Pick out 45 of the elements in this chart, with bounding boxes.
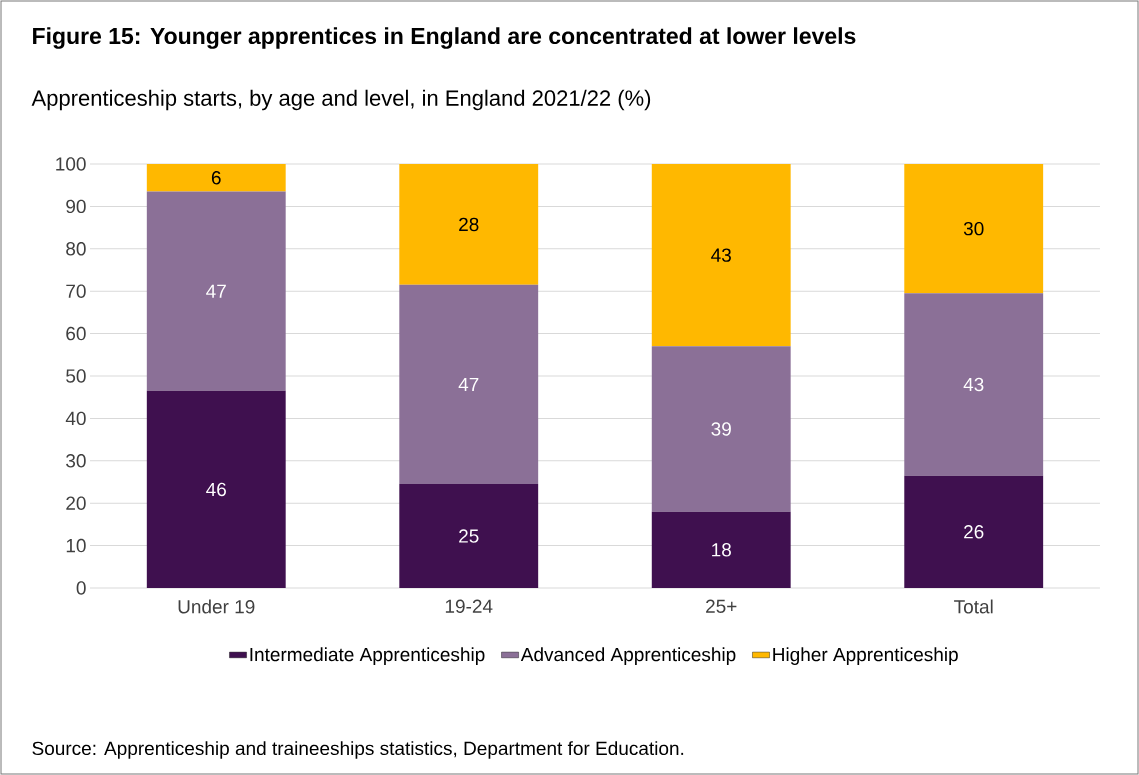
data-label: 18	[712, 543, 731, 557]
bar	[904, 293, 1044, 476]
bar	[399, 484, 539, 588]
data-label: 30	[963, 221, 984, 236]
y-tick-label: 90	[66, 199, 86, 214]
bar	[399, 284, 539, 485]
x-tick-label: Total	[954, 599, 993, 614]
data-label: 43	[711, 248, 731, 262]
bar	[904, 163, 1044, 294]
x-tick-label: 25+	[706, 599, 737, 613]
chart-subtitle: Apprenticeship starts, by age and level, in England 2021/22 (%)	[31, 89, 651, 111]
bar	[651, 511, 791, 588]
data-label: 39	[711, 422, 731, 436]
bar	[146, 191, 286, 391]
bar	[651, 163, 791, 347]
data-label: 47	[458, 377, 479, 391]
bar	[651, 346, 791, 512]
y-tick-label: 80	[66, 242, 86, 256]
bar	[904, 475, 1044, 588]
y-tick-label: 60	[66, 326, 86, 341]
data-label: 46	[206, 482, 226, 497]
y-tick-label: 50	[66, 369, 86, 383]
y-tick-label: 0	[76, 581, 86, 595]
data-label: 43	[963, 377, 984, 392]
x-tick-label: 19-24	[445, 599, 493, 613]
y-tick-label: 30	[66, 454, 86, 468]
source-note: Source: Apprenticeship and traineeships statistics, Department for Education.	[32, 741, 684, 759]
data-label: 25	[459, 529, 479, 543]
bar	[399, 163, 539, 285]
chart-title: Figure 15: Younger apprentices in England are concentrated at lower levels	[33, 27, 856, 49]
data-label: 6	[211, 171, 221, 185]
y-tick-label: 70	[66, 284, 86, 298]
y-tick-label: 20	[66, 496, 86, 510]
data-label: 28	[459, 217, 479, 232]
y-tick-label: 100	[56, 157, 86, 171]
legend-label: Advanced Apprenticeship	[520, 647, 736, 666]
bar	[146, 163, 286, 192]
bar	[146, 390, 286, 588]
data-label: 47	[206, 284, 226, 298]
y-tick-label: 40	[65, 411, 86, 426]
legend-label: Higher Apprenticeship	[773, 647, 958, 666]
y-tick-label: 10	[66, 538, 86, 553]
legend-label: Intermediate Apprenticeship	[250, 647, 485, 666]
x-tick-label: Under 19	[178, 599, 255, 614]
data-label: 26	[964, 525, 984, 539]
